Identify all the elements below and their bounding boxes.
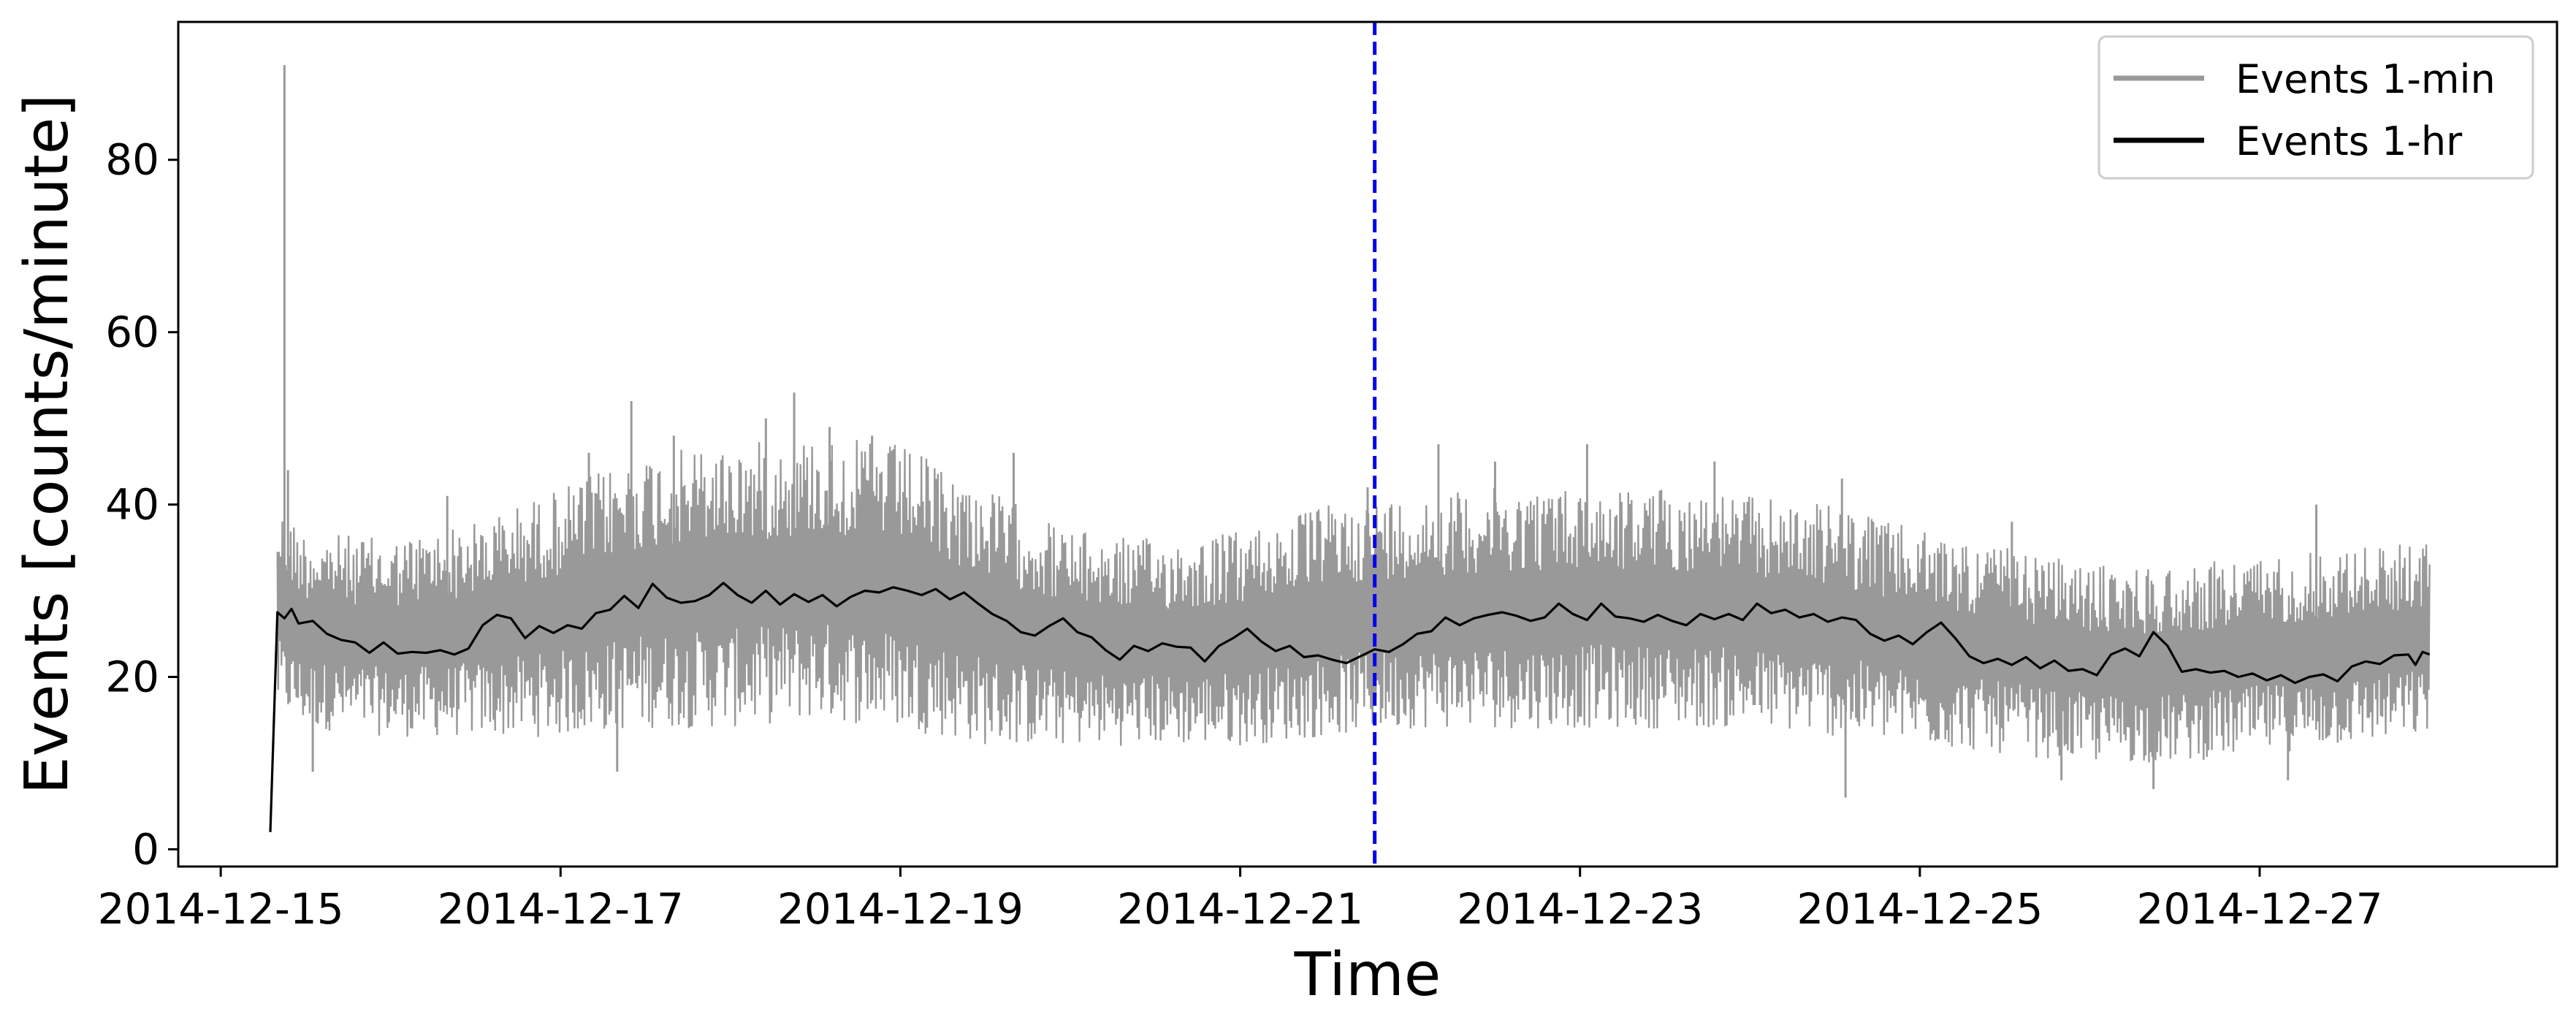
- x-tick-label: 2014-12-27: [2136, 884, 2382, 934]
- plot-area: [269, 64, 2431, 832]
- series-events-1-hr-line: [269, 582, 2431, 832]
- x-tick-label: 2014-12-25: [1796, 884, 2043, 934]
- y-tick-label: 0: [132, 824, 159, 874]
- y-tick-label: 60: [105, 308, 159, 357]
- legend-box: [2097, 35, 2534, 180]
- x-tick-label: 2014-12-23: [1457, 884, 1703, 934]
- y-tick-label: 40: [105, 480, 159, 530]
- x-tick-label: 2014-12-21: [1117, 884, 1363, 934]
- legend-label-events-1-min: Events 1-min: [2236, 56, 2496, 102]
- x-tick-label: 2014-12-19: [777, 884, 1024, 934]
- plot-frame: [177, 20, 2558, 868]
- y-axis: 0 20 40 60 80: [105, 135, 178, 874]
- x-axis-title: Time: [1294, 940, 1441, 1010]
- x-tick-label: 2014-12-15: [98, 884, 344, 934]
- y-axis-title: Events [counts/minute]: [12, 94, 82, 795]
- y-tick-label: 80: [105, 135, 159, 185]
- y-tick-label: 20: [105, 652, 159, 701]
- x-tick-label: 2014-12-17: [438, 884, 684, 934]
- legend: Events 1-min Events 1-hr: [2097, 35, 2534, 180]
- series-events-1-min-line: [276, 440, 2431, 763]
- legend-label-events-1-hr: Events 1-hr: [2236, 118, 2463, 164]
- x-axis: 2014-12-15 2014-12-17 2014-12-19 2014-12-21…: [98, 867, 2383, 934]
